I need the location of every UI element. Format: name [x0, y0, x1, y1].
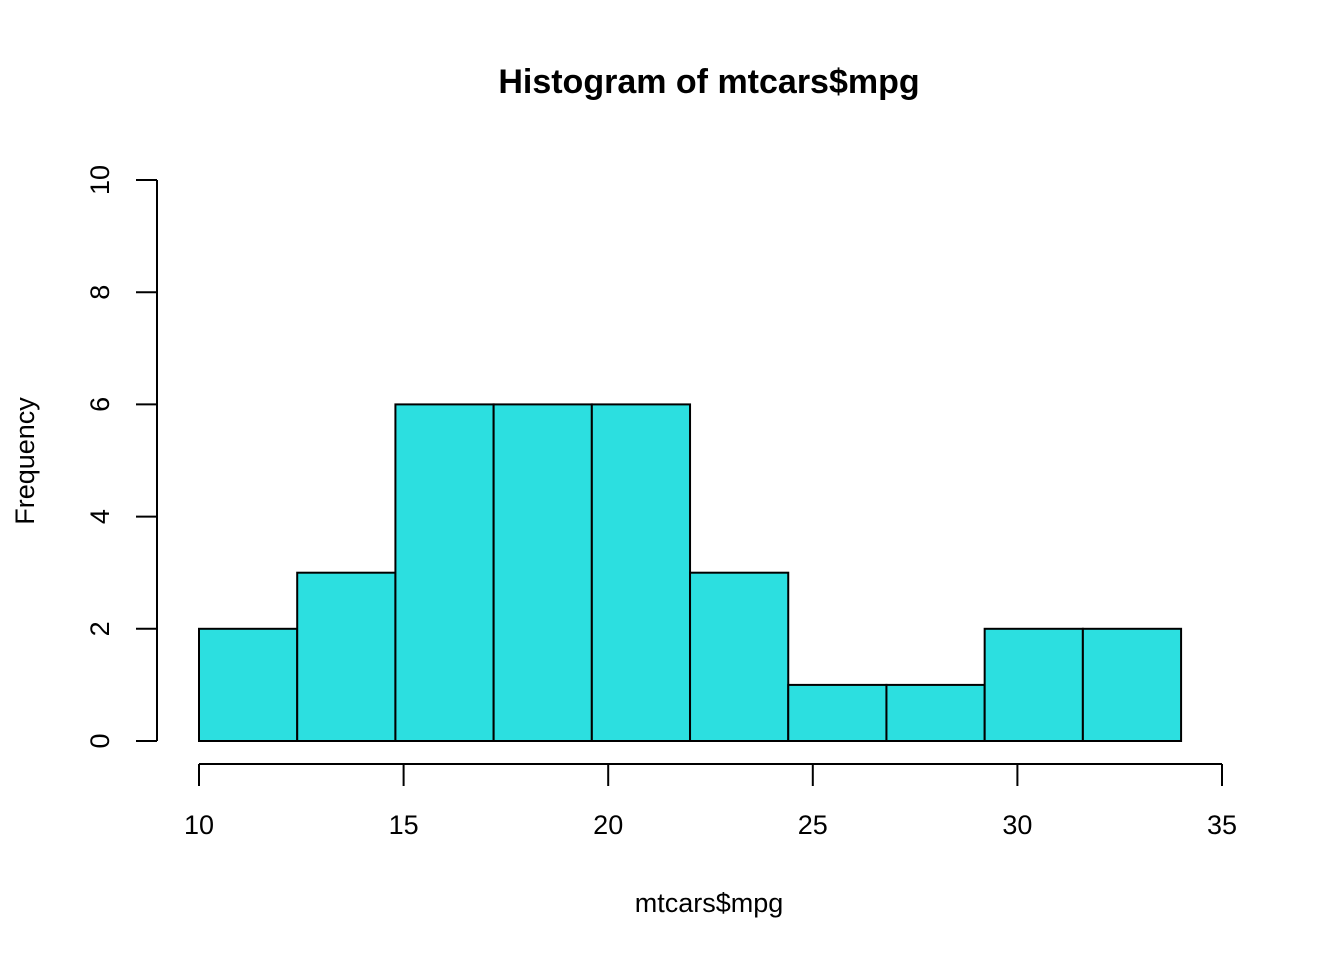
- y-tick-label: 8: [85, 285, 115, 300]
- histogram-bar: [198, 627, 299, 742]
- x-axis-label: mtcars$mpg: [635, 888, 784, 918]
- histogram-bar: [492, 403, 593, 742]
- histogram-bar: [983, 627, 1084, 742]
- y-tick-label: 10: [85, 165, 115, 195]
- histogram-bar: [296, 571, 397, 743]
- y-axis: 0 2 4 6 8 10: [85, 165, 158, 749]
- x-tick-label: 10: [184, 810, 214, 840]
- x-tick-label: 35: [1207, 810, 1237, 840]
- x-tick-label: 20: [593, 810, 623, 840]
- histogram-bar: [394, 403, 495, 742]
- y-axis-label: Frequency: [10, 397, 40, 525]
- bars-group: [198, 403, 1183, 743]
- histogram-bar: [787, 683, 888, 743]
- y-tick-label: 2: [85, 621, 115, 636]
- y-tick-label: 6: [85, 397, 115, 412]
- y-tick-label: 0: [85, 733, 115, 748]
- chart-title: Histogram of mtcars$mpg: [498, 63, 919, 101]
- histogram-bar: [689, 571, 790, 743]
- histogram-bar: [590, 403, 692, 742]
- x-tick-label: 15: [389, 810, 419, 840]
- x-tick-label: 25: [798, 810, 828, 840]
- y-tick-label: 4: [85, 509, 115, 524]
- x-axis: 10 15 20 25 30 35: [184, 763, 1237, 840]
- histogram-bar: [885, 683, 986, 743]
- histogram-bar: [1081, 627, 1183, 742]
- x-tick-label: 30: [1002, 810, 1032, 840]
